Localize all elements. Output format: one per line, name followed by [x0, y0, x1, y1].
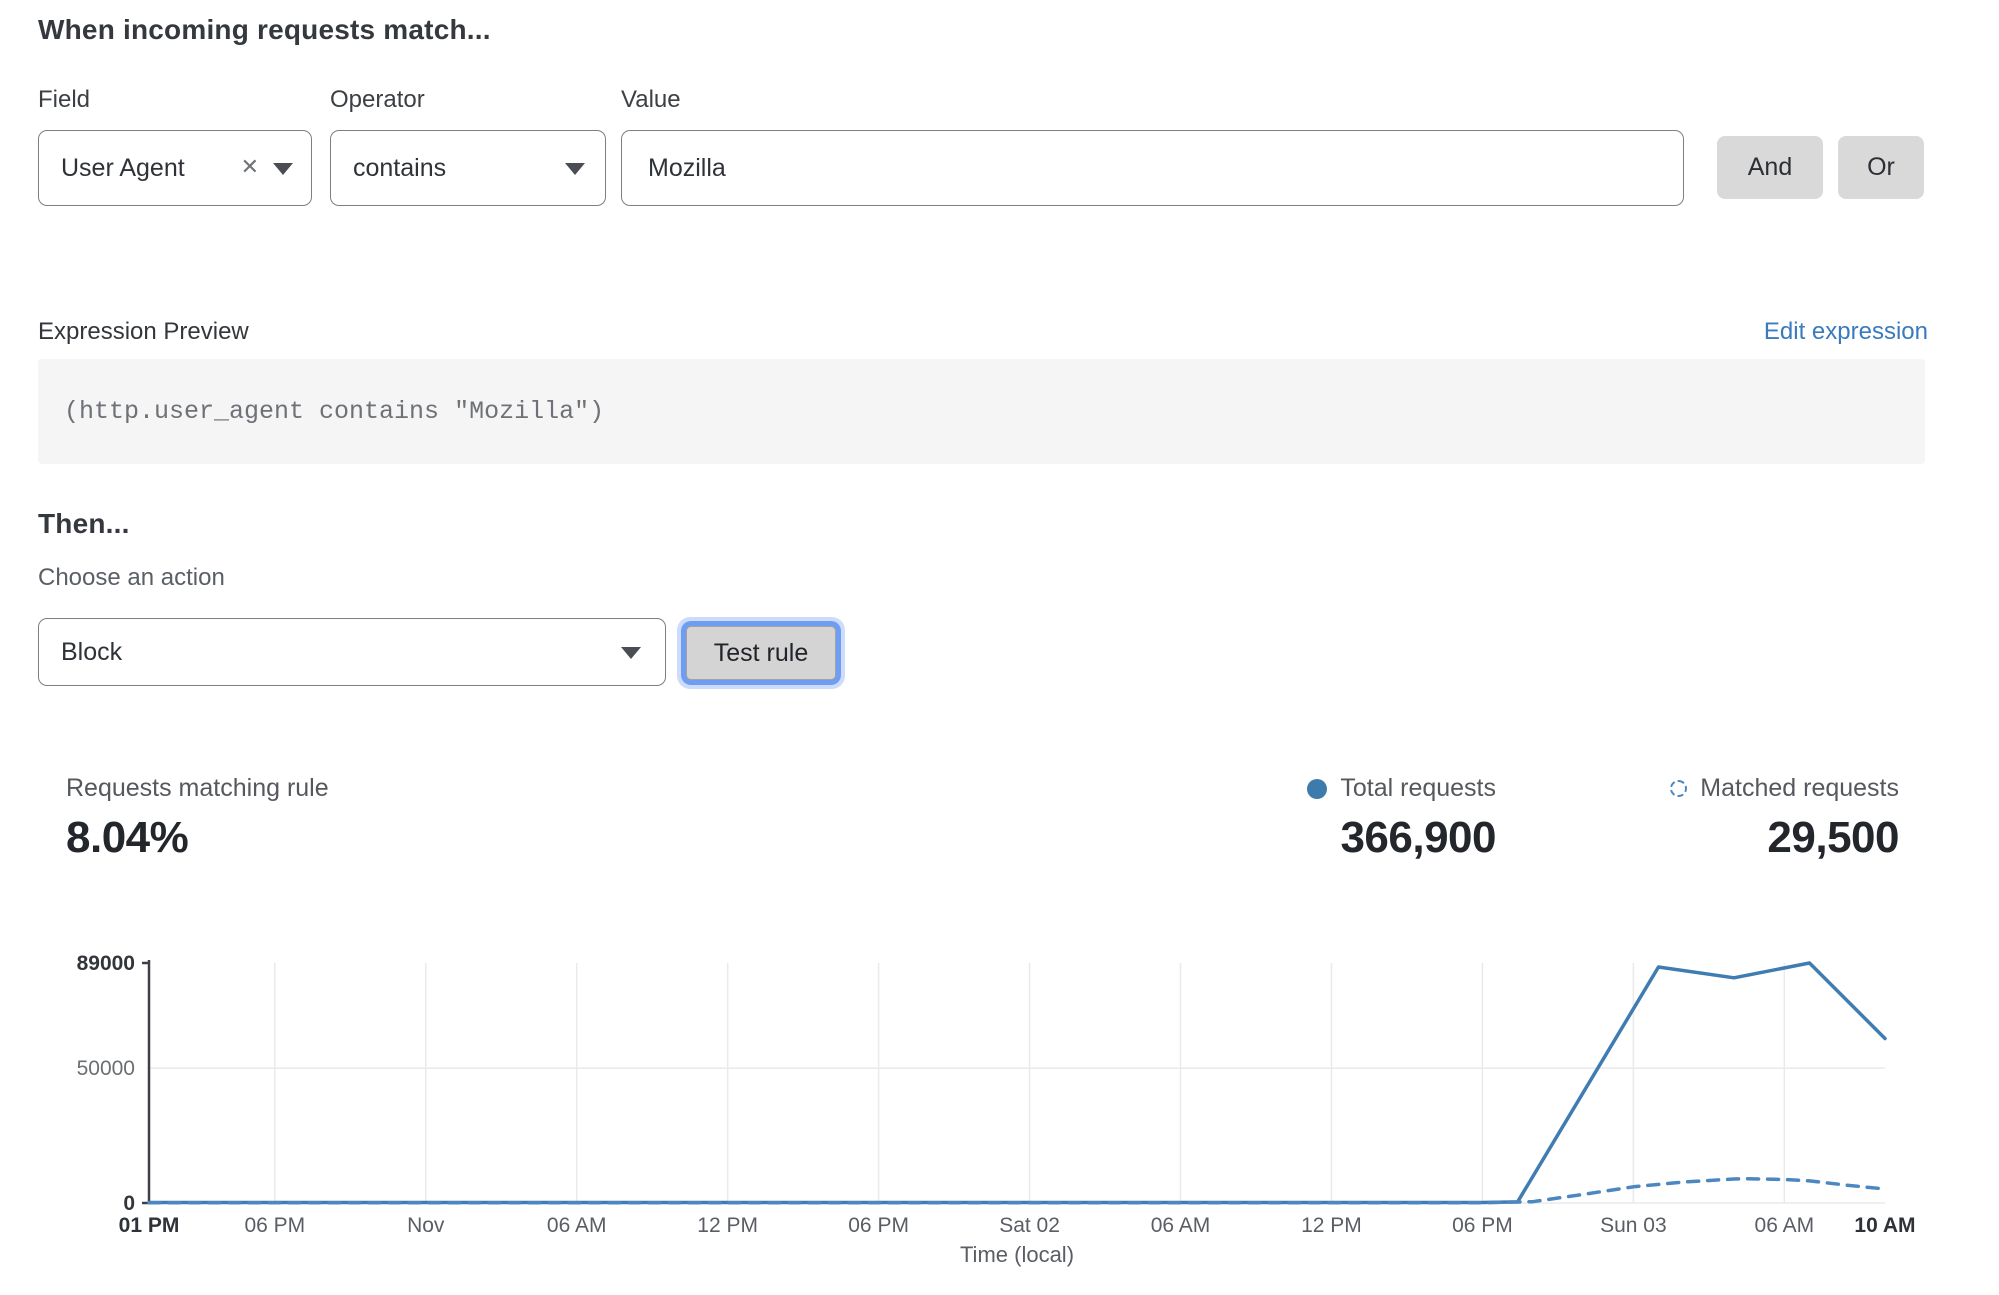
action-select-value: Block	[61, 637, 123, 666]
action-select[interactable]: Block	[38, 618, 666, 686]
chevron-down-icon	[621, 647, 641, 659]
edit-expression-link[interactable]: Edit expression	[1763, 318, 1928, 345]
matched-requests-line	[147, 1176, 1887, 1205]
total-requests-value: 366,900	[1340, 813, 1496, 862]
requests-matching-stat: Requests matching rule 8.04%	[66, 774, 329, 863]
matched-requests-value: 29,500	[1767, 813, 1899, 862]
field-label: Field	[38, 86, 91, 113]
chart-x-tick-label: 06 PM	[848, 1214, 909, 1237]
matched-requests-legend: Matched requests	[1670, 774, 1899, 803]
chevron-down-icon	[273, 163, 293, 175]
operator-select-value: contains	[353, 153, 447, 182]
chart-x-tick-label: 12 PM	[1301, 1214, 1362, 1237]
chart-x-axis-title: Time (local)	[960, 1242, 1074, 1267]
chart-y-tick-label: 0	[123, 1192, 135, 1215]
total-requests-stat: Total requests 366,900	[1307, 774, 1496, 863]
and-button[interactable]: And	[1717, 136, 1823, 199]
chart-x-tick-label: 10 AM	[1854, 1214, 1915, 1237]
expression-code: (http.user_agent contains "Mozilla")	[64, 397, 605, 426]
value-label: Value	[621, 86, 681, 113]
requests-matching-value: 8.04%	[66, 813, 189, 862]
requests-chart-svg: 0 50000 89000 01 PM 06 PM Nov 06 AM 12 PM 06 PM S…	[77, 952, 1916, 1267]
value-input-text: Mozilla	[648, 153, 726, 182]
chart-x-tick-label: Nov	[407, 1214, 445, 1237]
total-requests-label: Total requests	[1340, 774, 1496, 802]
matched-requests-label: Matched requests	[1700, 774, 1899, 802]
chart-x-tick-label: 06 AM	[547, 1214, 607, 1237]
chevron-down-icon	[565, 163, 585, 175]
total-requests-dot-icon	[1307, 778, 1328, 799]
matched-requests-stat: Matched requests 29,500	[1670, 774, 1899, 863]
chart-x-tick-label: 06 AM	[1151, 1214, 1211, 1237]
chart-x-tick-label: 06 PM	[1452, 1214, 1513, 1237]
chart-x-tick-label: 01 PM	[119, 1214, 180, 1237]
or-button[interactable]: Or	[1838, 136, 1924, 199]
chart-x-tick-label: 06 AM	[1755, 1214, 1815, 1237]
expression-preview-label: Expression Preview	[38, 318, 249, 345]
clear-field-icon[interactable]: ✕	[240, 154, 259, 180]
operator-select[interactable]: contains	[330, 130, 606, 206]
field-select-value: User Agent	[61, 153, 185, 182]
chart-x-tick-label: Sat 02	[999, 1214, 1060, 1237]
chart-y-tick-label: 89000	[77, 952, 135, 975]
total-requests-line	[147, 961, 1887, 1205]
operator-label: Operator	[330, 86, 425, 113]
page-title: When incoming requests match...	[38, 14, 491, 45]
requests-matching-label: Requests matching rule	[66, 774, 329, 802]
total-requests-legend: Total requests	[1307, 774, 1496, 803]
chart-x-tick-label: 12 PM	[697, 1214, 758, 1237]
expression-code-block: (http.user_agent contains "Mozilla")	[38, 359, 1925, 464]
matched-requests-dashed-circle-icon	[1670, 780, 1688, 797]
value-input[interactable]: Mozilla	[621, 130, 1684, 206]
then-heading: Then...	[38, 508, 130, 539]
field-select[interactable]: User Agent ✕	[38, 130, 312, 206]
chart-x-tick-label: 06 PM	[244, 1214, 305, 1237]
chart-x-tick-label: Sun 03	[1600, 1214, 1667, 1237]
choose-action-label: Choose an action	[38, 564, 225, 591]
chart-y-tick-label: 50000	[77, 1057, 135, 1080]
test-rule-button[interactable]: Test rule	[686, 626, 836, 680]
